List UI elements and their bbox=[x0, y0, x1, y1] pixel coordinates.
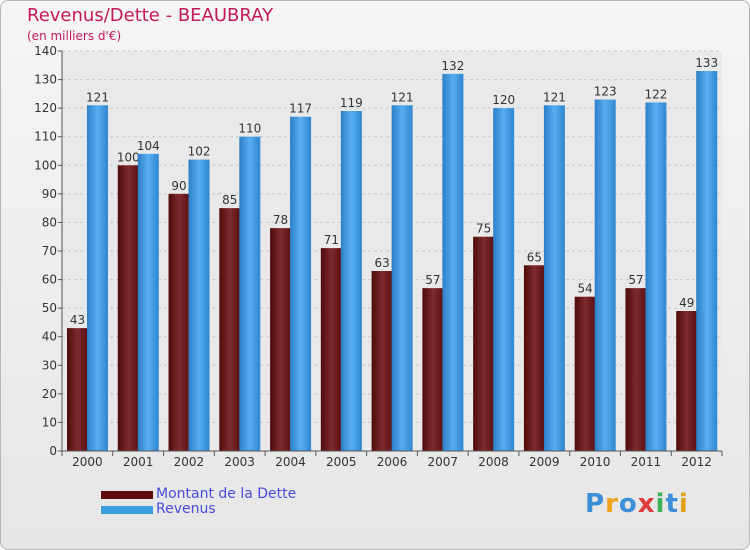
bar-debt bbox=[473, 236, 495, 451]
legend-swatch-revenue bbox=[101, 506, 153, 514]
bar-debt bbox=[625, 288, 647, 451]
bar-debt-label: 63 bbox=[374, 256, 389, 270]
bar-revenue bbox=[340, 111, 362, 451]
bar-debt-label: 85 bbox=[222, 193, 237, 207]
bar-debt bbox=[168, 193, 190, 451]
bar-debt bbox=[270, 228, 292, 451]
x-tick-label: 2007 bbox=[427, 455, 458, 469]
logo-letter: r bbox=[605, 489, 619, 519]
bar-revenue-label: 121 bbox=[391, 90, 414, 104]
legend-label-revenue: Revenus bbox=[156, 501, 216, 517]
logo-letter: o bbox=[618, 489, 638, 519]
x-tick-label: 2010 bbox=[580, 455, 611, 469]
x-tick-label: 2001 bbox=[123, 455, 154, 469]
y-tick-label: 10 bbox=[42, 415, 57, 429]
logo-letter: x bbox=[637, 489, 656, 519]
bar-revenue-label: 132 bbox=[441, 59, 464, 73]
bar-revenue-label: 119 bbox=[340, 96, 363, 110]
y-tick-label: 20 bbox=[42, 387, 57, 401]
x-tick-label: 2004 bbox=[275, 455, 306, 469]
bar-revenue-label: 104 bbox=[137, 139, 160, 153]
bar-revenue bbox=[493, 108, 515, 452]
bar-debt-label: 49 bbox=[679, 296, 694, 310]
logo-letter: t bbox=[665, 489, 679, 519]
y-tick-label: 110 bbox=[34, 130, 57, 144]
bar-revenue bbox=[645, 102, 667, 451]
logo-letter: P bbox=[585, 489, 606, 519]
bar-debt-label: 57 bbox=[425, 273, 440, 287]
logo-letter: i bbox=[655, 489, 666, 519]
bar-debt-label: 57 bbox=[628, 273, 643, 287]
bar-revenue bbox=[188, 159, 210, 452]
bar-debt bbox=[67, 328, 88, 451]
y-tick-label: 90 bbox=[42, 187, 57, 201]
y-tick-label: 100 bbox=[34, 158, 57, 172]
bar-debt-label: 54 bbox=[578, 282, 593, 296]
bar-revenue-label: 117 bbox=[289, 102, 312, 116]
x-tick-label: 2003 bbox=[224, 455, 255, 469]
legend-label-debt: Montant de la Dette bbox=[156, 486, 297, 502]
x-tick-label: 2000 bbox=[72, 455, 103, 469]
bar-revenue-label: 102 bbox=[188, 145, 211, 159]
bar-revenue-label: 123 bbox=[594, 85, 617, 99]
logo-letter: i bbox=[678, 489, 689, 519]
bar-debt-label: 71 bbox=[324, 233, 339, 247]
x-tick-label: 2008 bbox=[478, 455, 509, 469]
bar-debt-label: 75 bbox=[476, 222, 491, 236]
x-tick-label: 2012 bbox=[681, 455, 712, 469]
bar-revenue-label: 110 bbox=[238, 122, 261, 136]
bar-debt bbox=[574, 296, 596, 451]
bar-revenue bbox=[391, 105, 413, 452]
x-tick-label: 2009 bbox=[529, 455, 560, 469]
bar-revenue-label: 121 bbox=[543, 90, 566, 104]
bar-revenue bbox=[442, 73, 464, 451]
chart-title: Revenus/Dette - BEAUBRAY bbox=[27, 5, 274, 26]
x-tick-label: 2002 bbox=[174, 455, 205, 469]
y-tick-label: 60 bbox=[42, 273, 57, 287]
chart-subtitle: (en milliers d'€) bbox=[27, 29, 122, 43]
legend-swatch-debt bbox=[101, 491, 153, 499]
y-tick-label: 50 bbox=[42, 301, 57, 315]
x-tick-label: 2011 bbox=[631, 455, 662, 469]
bar-revenue bbox=[87, 105, 108, 452]
bar-revenue bbox=[290, 116, 312, 451]
bar-revenue-label: 121 bbox=[86, 90, 109, 104]
bar-debt-label: 43 bbox=[70, 313, 85, 327]
bar-revenue-label: 122 bbox=[645, 87, 668, 101]
y-tick-label: 0 bbox=[49, 444, 57, 458]
bar-debt-label: 90 bbox=[171, 179, 186, 193]
y-tick-label: 120 bbox=[34, 101, 57, 115]
bar-debt bbox=[320, 248, 342, 451]
bar-revenue bbox=[137, 153, 159, 451]
proxiti-logo: Proxiti bbox=[585, 489, 689, 519]
y-tick-label: 30 bbox=[42, 358, 57, 372]
bar-debt bbox=[523, 265, 545, 451]
bar-debt bbox=[422, 288, 444, 451]
bar-revenue bbox=[696, 71, 718, 451]
bar-revenue bbox=[594, 99, 616, 452]
bar-revenue-label: 133 bbox=[695, 56, 718, 70]
y-tick-label: 70 bbox=[42, 244, 57, 258]
bar-debt-label: 100 bbox=[117, 150, 140, 164]
y-tick-label: 140 bbox=[34, 44, 57, 58]
y-tick-label: 80 bbox=[42, 215, 57, 229]
x-tick-label: 2005 bbox=[326, 455, 357, 469]
bar-revenue-label: 120 bbox=[492, 93, 515, 107]
bar-debt bbox=[371, 271, 393, 451]
bar-revenue bbox=[239, 136, 261, 451]
bar-debt bbox=[117, 165, 139, 452]
x-tick-label: 2006 bbox=[377, 455, 408, 469]
y-tick-label: 40 bbox=[42, 330, 57, 344]
bar-debt bbox=[676, 311, 698, 451]
bar-debt-label: 65 bbox=[527, 250, 542, 264]
bar-revenue bbox=[543, 105, 565, 452]
bar-debt bbox=[219, 208, 241, 451]
y-tick-label: 130 bbox=[34, 73, 57, 87]
bar-debt-label: 78 bbox=[273, 213, 288, 227]
